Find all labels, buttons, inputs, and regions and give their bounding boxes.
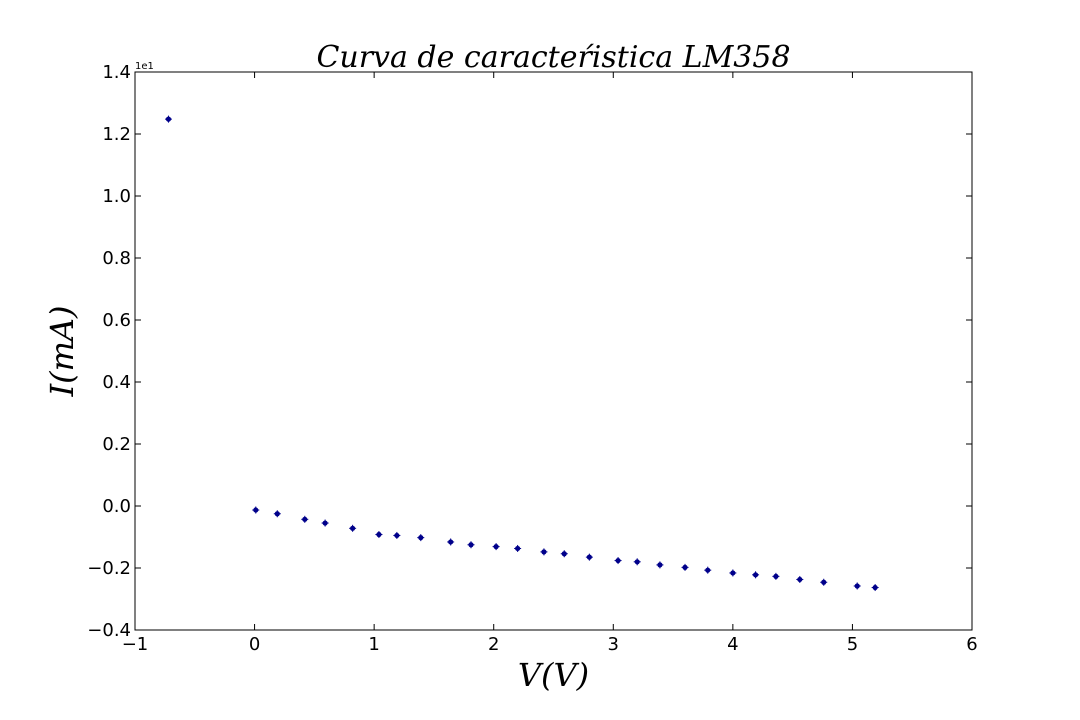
data-point — [729, 569, 737, 577]
chart-title: Curva de caracteŕistica LM358 — [316, 40, 790, 75]
x-tick-label: 5 — [847, 634, 858, 655]
data-point — [560, 550, 568, 558]
x-tick-label: 1 — [368, 634, 379, 655]
y-tick-label: 0.6 — [102, 310, 131, 331]
data-point — [796, 575, 804, 583]
y-tick-label: 1.2 — [102, 124, 131, 145]
data-point — [704, 566, 712, 574]
data-point — [514, 544, 522, 552]
data-point — [417, 534, 425, 542]
y-tick-label: 0.4 — [102, 372, 131, 393]
data-point — [633, 558, 641, 566]
data-point — [375, 531, 383, 539]
data-point — [349, 524, 357, 532]
data-point — [273, 510, 281, 518]
x-tick-label: −1 — [122, 634, 149, 655]
y-tick-label: −0.2 — [87, 558, 131, 579]
data-point — [492, 543, 500, 551]
plot-area-frame — [134, 71, 973, 631]
data-point — [614, 557, 622, 565]
data-point — [820, 578, 828, 586]
x-tick-label: 3 — [608, 634, 619, 655]
y-axis-offset-label: 1e1 — [135, 61, 154, 72]
data-point — [681, 563, 689, 571]
data-point — [772, 572, 780, 580]
data-point — [447, 538, 455, 546]
data-point — [871, 584, 879, 592]
x-axis-label: V(V) — [518, 656, 589, 694]
x-tick-label: 4 — [727, 634, 738, 655]
data-point — [752, 571, 760, 579]
data-point — [164, 115, 172, 123]
y-tick-label: 0.8 — [102, 248, 131, 269]
data-point — [301, 515, 309, 523]
axis-tick-labels: −1 0 1 2 3 4 5 6 −0.4 −0.2 0.0 0.2 0.4 0.6 0.8 1.0 1.2 1.… — [87, 62, 977, 655]
data-point — [853, 582, 861, 590]
data-point — [393, 531, 401, 539]
y-tick-label: 0.2 — [102, 434, 131, 455]
data-point — [585, 553, 593, 561]
y-tick-label: 0.0 — [102, 496, 131, 517]
data-point — [252, 506, 260, 514]
data-points — [164, 115, 879, 592]
data-point — [321, 519, 329, 527]
x-tick-label: 0 — [249, 634, 260, 655]
data-point — [656, 561, 664, 569]
y-tick-label: 1.0 — [102, 186, 131, 207]
data-point — [540, 548, 548, 556]
x-tick-label: 6 — [966, 634, 977, 655]
y-tick-label: −0.4 — [87, 620, 131, 641]
x-tick-label: 2 — [488, 634, 499, 655]
y-tick-label: 1.4 — [102, 62, 131, 83]
data-point — [467, 541, 475, 549]
y-axis-label: I(mA) — [43, 305, 81, 397]
